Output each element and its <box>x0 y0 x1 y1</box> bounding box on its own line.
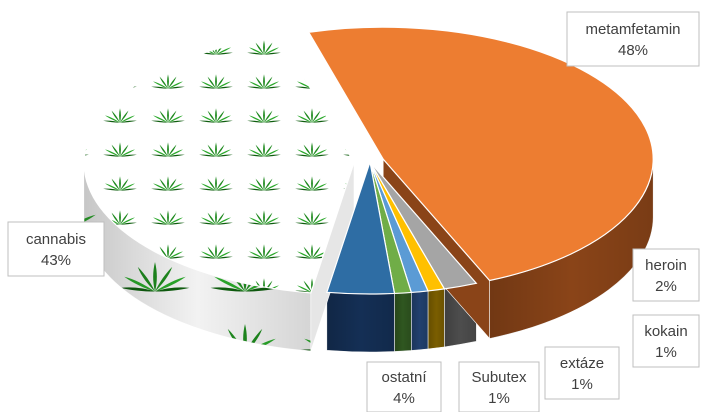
data-label-category: ostatní <box>381 369 427 386</box>
pie-side-extaze <box>411 290 429 351</box>
data-label-category: metamfetamin <box>585 21 680 38</box>
data-label-metamfetamin: metamfetamin 48% <box>566 11 700 67</box>
data-label-kokain: kokain 1% <box>632 314 700 368</box>
data-label-box <box>7 221 105 277</box>
data-label-box <box>458 361 540 412</box>
data-label-heroin: heroin 2% <box>632 248 700 302</box>
pie-slice-metamfetamin <box>307 26 654 282</box>
data-label-value: 1% <box>488 390 510 407</box>
data-label-value: 4% <box>393 390 415 407</box>
data-label-value: 2% <box>655 278 677 295</box>
data-label-box <box>366 361 442 412</box>
pie-slice-cannabis <box>83 35 355 294</box>
data-label-ostatni: ostatní 4% <box>366 361 442 412</box>
data-label-extaze: extáze 1% <box>544 346 620 400</box>
data-label-value: 1% <box>655 344 677 361</box>
data-label-value: 1% <box>571 376 593 393</box>
pie-side-ostatni <box>326 291 395 353</box>
data-label-value: 48% <box>618 42 648 59</box>
data-label-category: heroin <box>645 257 687 274</box>
data-label-box <box>632 314 700 368</box>
pie-layer <box>83 26 654 353</box>
data-label-box <box>566 11 700 67</box>
data-label-box <box>544 346 620 400</box>
data-label-value: 43% <box>41 252 71 269</box>
data-label-subutex: Subutex 1% <box>458 361 540 412</box>
data-label-category: kokain <box>644 323 687 340</box>
data-label-box <box>632 248 700 302</box>
data-label-category: extáze <box>560 355 604 372</box>
pie-side-subutex <box>394 292 412 352</box>
pie-side-kokain <box>427 288 445 350</box>
data-label-cannabis: cannabis 43% <box>7 221 105 277</box>
pie-slice-ostatni <box>326 161 396 295</box>
data-label-category: Subutex <box>471 369 527 386</box>
label-layer: metamfetamin48%heroin2%kokain1%extáze1%S… <box>7 11 700 412</box>
data-label-category: cannabis <box>26 231 86 248</box>
